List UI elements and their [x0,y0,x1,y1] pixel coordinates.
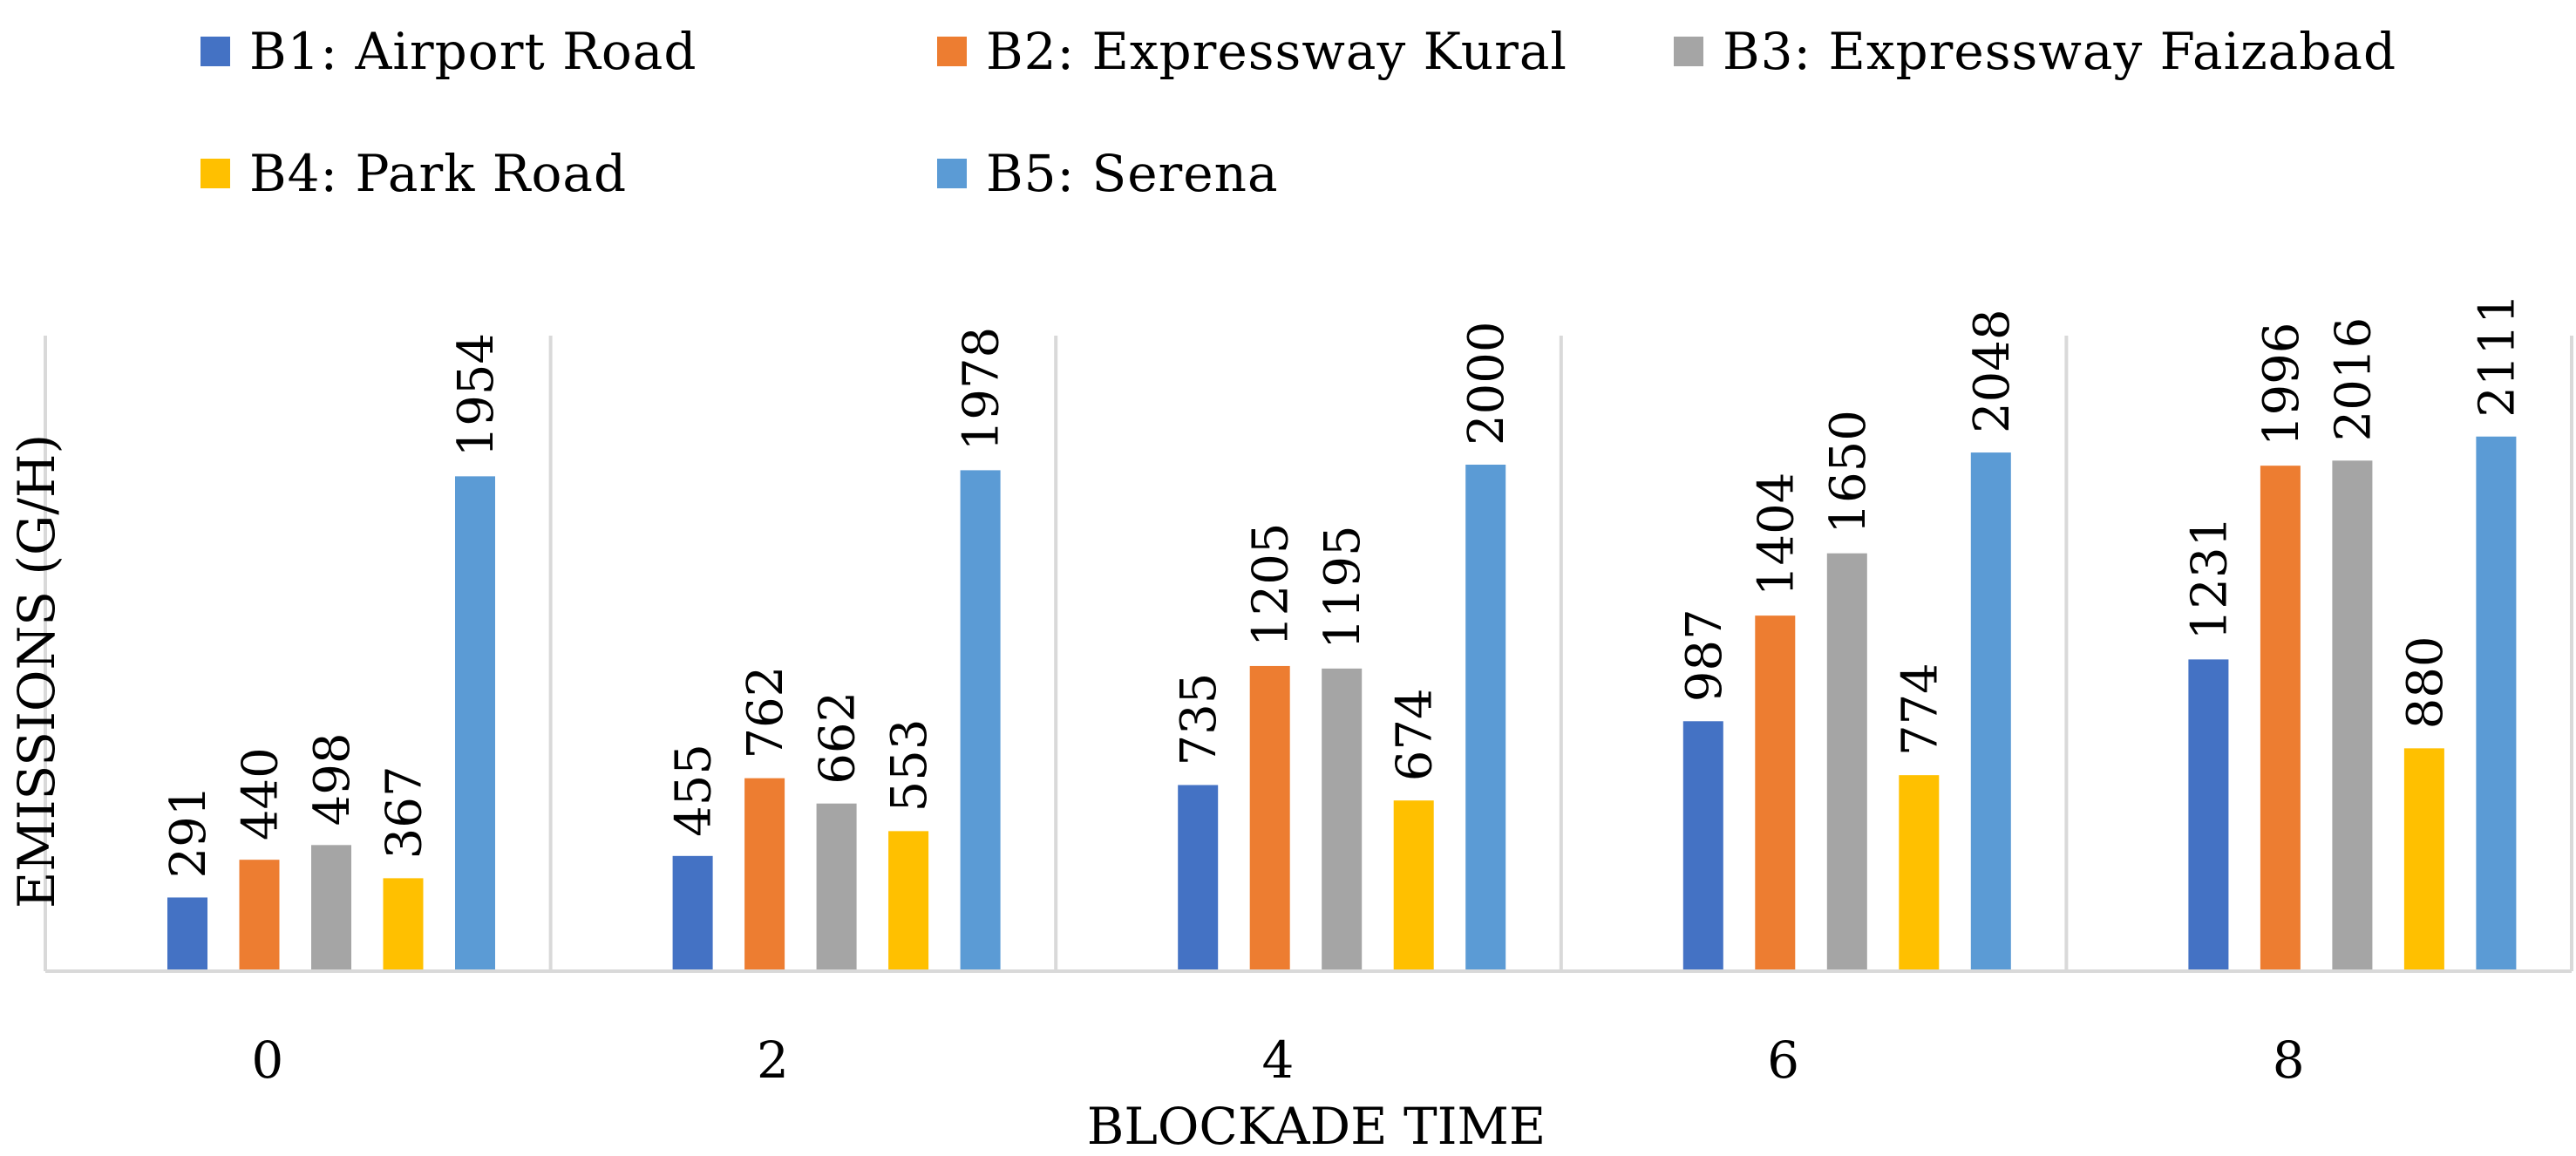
data-label: 1978 [954,327,1010,452]
legend-label: B4: Park Road [249,144,628,203]
bar [888,831,929,971]
legend-item: B2: Expressway Kural [937,22,1567,81]
legend-label: B3: Expressway Faizabad [1723,22,2397,81]
bar [2476,436,2517,971]
data-label: 1231 [2181,516,2238,641]
bar [383,878,424,971]
bar [672,855,713,971]
legend-label: B5: Serena [986,144,1279,203]
legend-item: B4: Park Road [201,144,627,203]
bar [2260,466,2301,971]
data-label: 553 [881,718,938,812]
legend-item: B1: Airport Road [201,22,697,81]
x-tick-label: 0 [251,1030,283,1090]
data-label: 1954 [448,333,505,458]
bar [1899,775,1940,971]
data-label: 440 [233,747,289,840]
data-label: 674 [1387,688,1444,781]
data-label: 735 [1171,673,1227,766]
legend-swatch [1674,37,1703,66]
bar [1682,721,1723,971]
bar [960,470,1001,971]
legend-swatch [201,159,230,188]
data-label: 2016 [2325,317,2382,442]
legend-item: B5: Serena [937,144,1279,203]
data-label: 1650 [1820,410,1877,534]
data-label: 2000 [1458,321,1515,445]
legend-label: B1: Airport Road [249,22,697,81]
bar [1322,668,1363,971]
y-axis-title: EMISSIONS (G/H) [7,434,66,908]
data-label: 987 [1676,609,1733,702]
data-label: 498 [304,732,361,826]
legend-item: B3: Expressway Faizabad [1674,22,2396,81]
data-label: 291 [160,785,217,879]
bar [2403,748,2444,971]
data-label: 1205 [1243,522,1300,647]
data-label: 762 [737,666,794,759]
bar [2188,659,2229,971]
data-label: 662 [810,691,867,785]
bar [744,778,785,971]
data-label: 1195 [1315,525,1371,649]
data-label: 2048 [1964,309,2021,434]
bar [2332,460,2373,971]
legend-swatch [937,37,967,66]
legend-swatch [937,159,967,188]
x-tick-label: 6 [1767,1030,1799,1090]
bar [311,845,351,971]
data-label: 880 [2397,636,2454,729]
bar [1970,452,2011,971]
data-label: 2111 [2469,293,2525,418]
bar [1178,785,1219,971]
x-tick-label: 8 [2273,1030,2305,1090]
data-label: 455 [666,744,723,837]
legend-swatch [201,37,230,66]
data-label: 367 [377,765,433,859]
bar [455,476,495,971]
bar [816,803,857,971]
bar [167,897,207,971]
bar [1465,465,1506,971]
x-axis-title: BLOCKADE TIME [1087,1097,1546,1156]
data-label: 1996 [2253,323,2310,447]
x-tick-label: 4 [1262,1030,1295,1090]
data-label: 1404 [1748,473,1805,597]
bar [1755,615,1796,971]
bar [1393,800,1434,971]
bar [239,860,280,971]
x-tick-label: 2 [757,1030,789,1090]
data-label: 774 [1892,663,1948,756]
bar [1249,665,1290,971]
bar [1826,553,1867,971]
legend-label: B2: Expressway Kural [986,22,1567,81]
